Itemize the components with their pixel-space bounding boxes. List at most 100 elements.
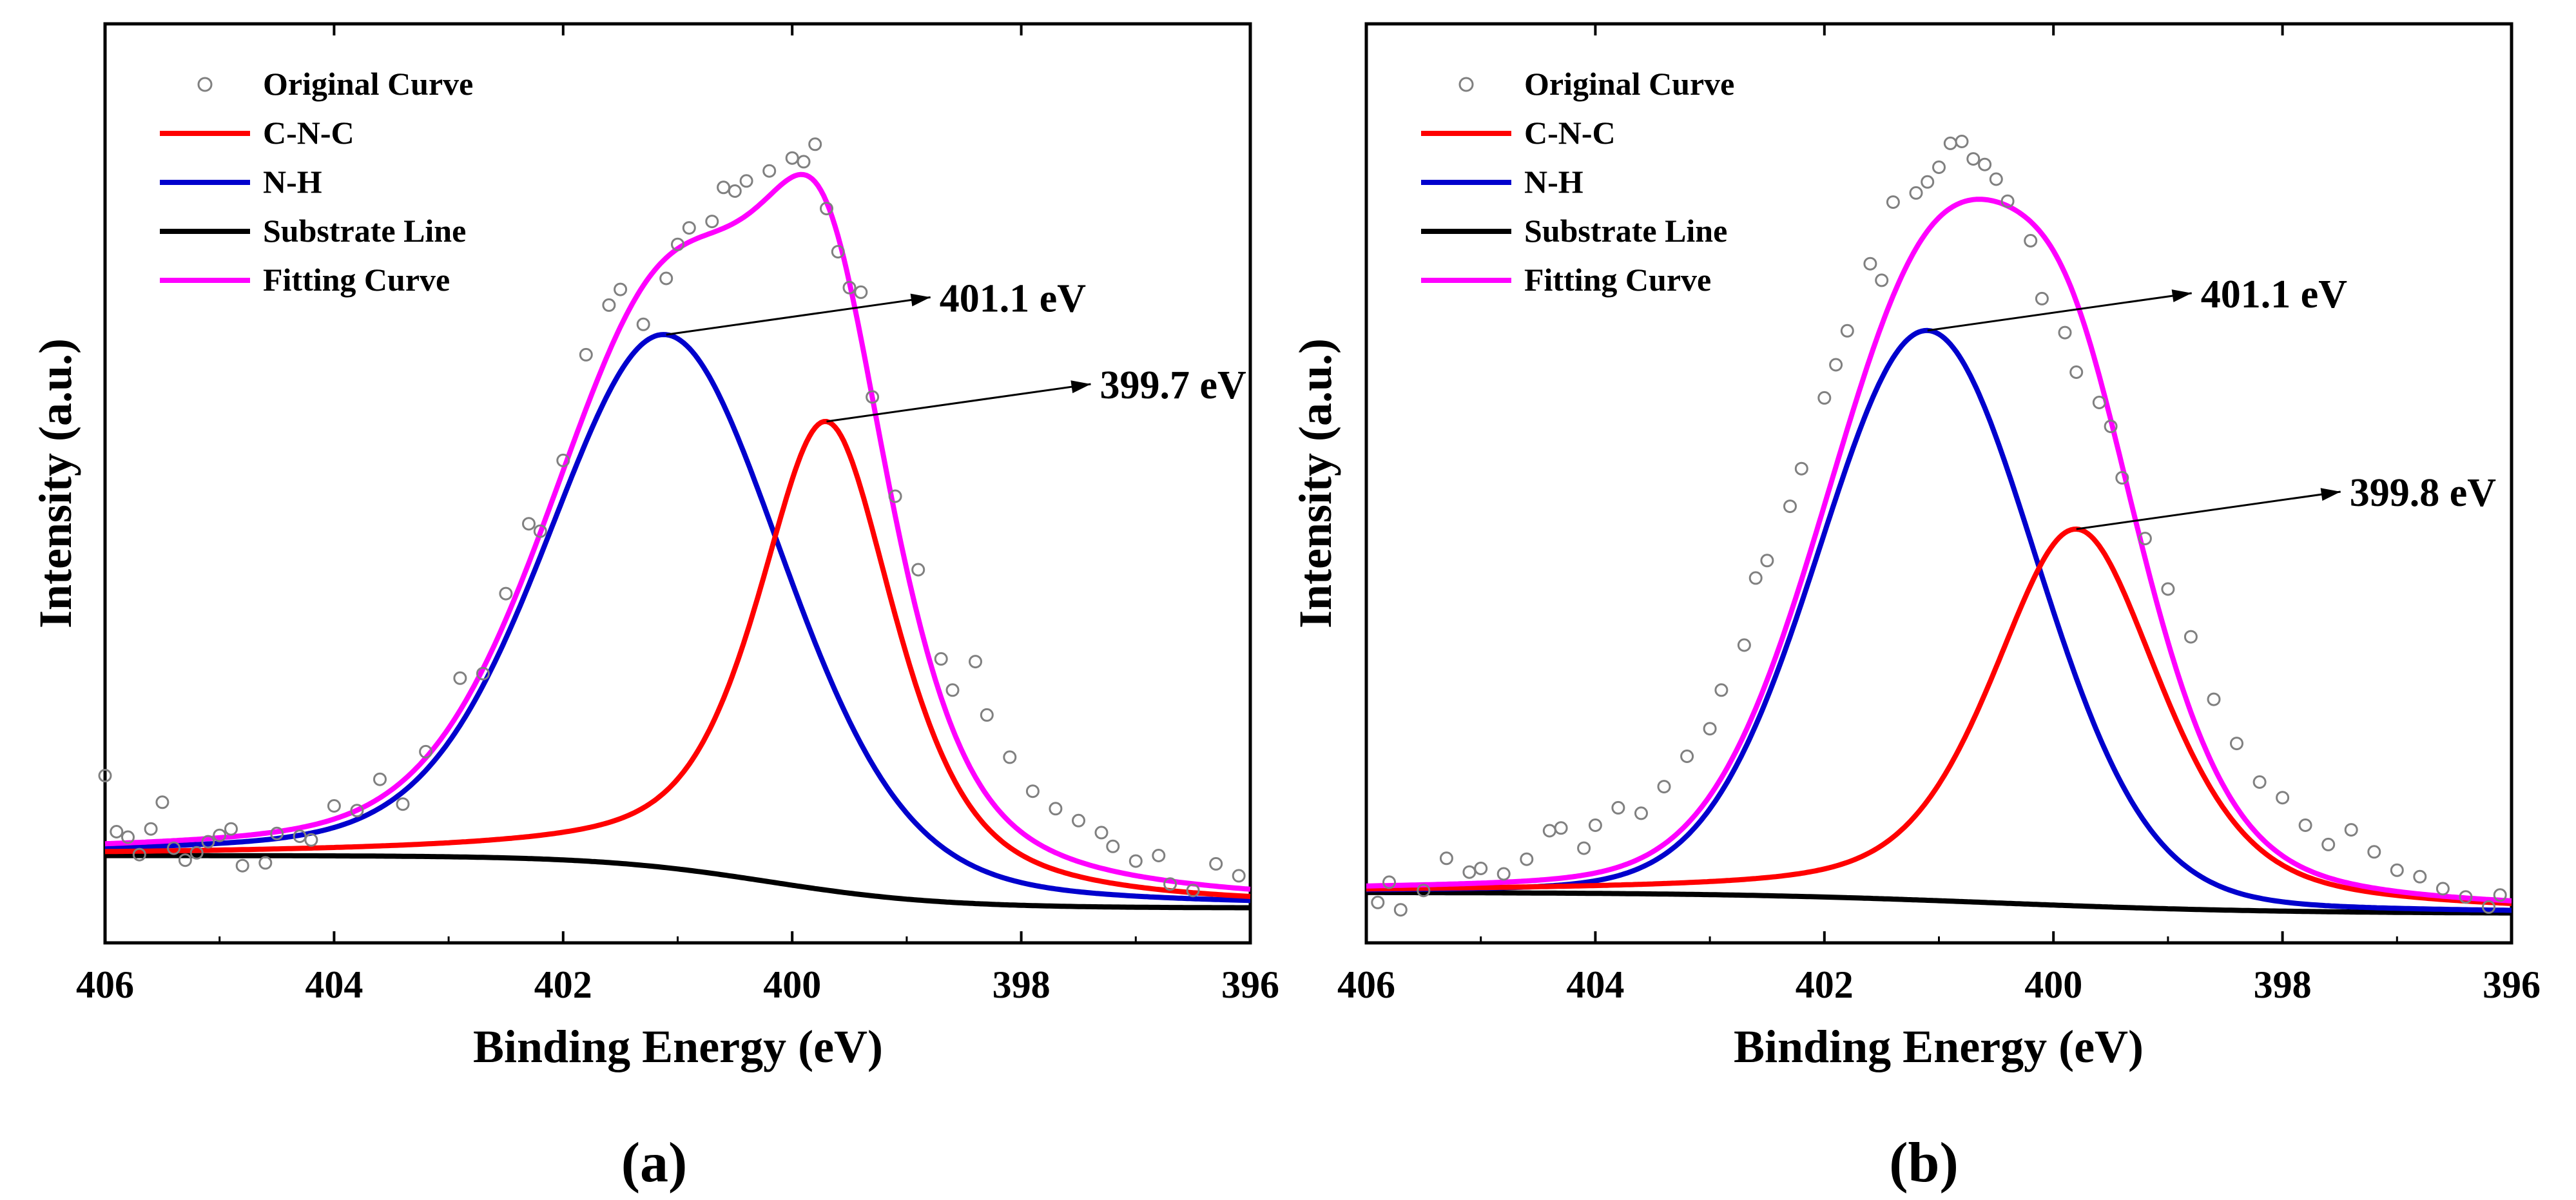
original-point	[980, 708, 994, 722]
original-point	[1978, 157, 1992, 171]
x-axis-label: Binding Energy (eV)	[1734, 1021, 2144, 1072]
original-point	[304, 833, 318, 847]
original-points-layer	[98, 137, 1246, 898]
annotation-arrow-line	[826, 383, 1091, 423]
legend-item: C-N-C	[1421, 115, 1616, 151]
original-point	[1439, 851, 1453, 866]
original-point	[614, 282, 628, 296]
x-tick-label: 404	[1566, 963, 1624, 1006]
original-point	[556, 453, 570, 467]
original-point	[1737, 638, 1751, 652]
x-axis-ticks: 406 404 402 400 398 396	[1337, 24, 2541, 1006]
original-point	[2276, 791, 2290, 805]
annotation-arrow-head	[2171, 289, 2192, 302]
original-point	[1680, 750, 1694, 763]
original-point	[682, 221, 696, 235]
original-point	[327, 799, 341, 813]
original-point	[1393, 903, 1408, 917]
original-point	[969, 655, 982, 669]
original-point	[1382, 875, 1396, 889]
original-point	[110, 825, 124, 838]
x-tick-label: 402	[534, 963, 592, 1006]
legend: Original Curve C-N-C N-H Substrate Line Fitt…	[160, 66, 473, 298]
original-point	[419, 744, 433, 759]
original-point	[2024, 234, 2038, 247]
legend-marker-circle	[1458, 77, 1474, 92]
original-point	[739, 174, 753, 188]
original-point	[2035, 291, 2049, 305]
annotation-arrow-line	[2076, 490, 2341, 530]
original-point	[659, 271, 673, 285]
original-points-layer	[1371, 135, 2507, 917]
original-point	[808, 137, 822, 151]
original-point	[1840, 324, 1854, 338]
legend: Original Curve C-N-C N-H Substrate Line Fitt…	[1421, 66, 1734, 298]
original-point	[1703, 722, 1717, 736]
x-axis-label: Binding Energy (eV)	[473, 1021, 883, 1072]
legend-label: Substrate Line	[1524, 213, 1727, 249]
x-tick-label: 400	[2024, 963, 2082, 1006]
annotation-label: 399.7 eV	[1100, 363, 1247, 407]
original-point	[2161, 582, 2175, 596]
x-tick-label: 406	[1337, 963, 1395, 1006]
annotation-arrows	[1927, 289, 2341, 530]
original-point	[728, 184, 742, 198]
original-point	[1025, 784, 1040, 798]
original-point	[1760, 554, 1774, 568]
original-point	[1163, 877, 1177, 891]
legend-label: C-N-C	[1524, 115, 1616, 151]
original-point	[831, 245, 845, 259]
legend-label: Fitting Curve	[263, 262, 450, 298]
legend-item: C-N-C	[160, 115, 354, 151]
original-point	[1714, 683, 1729, 697]
original-point	[213, 828, 227, 842]
original-point	[2207, 692, 2221, 706]
panel-b: 406 404 402 400 398 396 Original Curve C-N-C N-…	[1290, 22, 2541, 1194]
legend-label: Fitting Curve	[1524, 262, 1711, 298]
original-point	[2252, 775, 2267, 789]
y-axis-label: Intensity (a.u.)	[30, 338, 81, 628]
annotation-arrow-head	[1070, 380, 1091, 394]
legend-label: C-N-C	[263, 115, 354, 151]
original-point	[1657, 780, 1671, 794]
original-point	[866, 390, 880, 404]
original-point	[2493, 888, 2507, 902]
original-point	[2321, 837, 2336, 851]
original-point	[1474, 862, 1488, 875]
series-fitting-curve	[1366, 197, 2512, 904]
original-point	[1829, 358, 1843, 372]
original-point	[2104, 420, 2118, 434]
original-point	[98, 769, 112, 782]
x-axis-ticks: 406 404 402 400 398 396	[76, 24, 1279, 1006]
x-tick-label: 404	[305, 963, 363, 1006]
series-fitting-curve	[104, 171, 1251, 892]
x-tick-label: 398	[2254, 963, 2312, 1006]
annotation-labels: 401.1 eV 399.7 eV	[940, 276, 1246, 407]
original-point	[2092, 396, 2106, 409]
original-point	[888, 489, 902, 503]
original-point	[1094, 826, 1109, 840]
original-point	[132, 847, 146, 862]
legend-label: N-H	[1524, 164, 1583, 200]
original-point	[1966, 152, 1980, 166]
original-point	[671, 237, 684, 251]
original-point	[350, 804, 364, 818]
series-substrate-line	[105, 853, 1250, 911]
curves-layer	[1366, 197, 2512, 916]
original-point	[201, 835, 215, 849]
original-point	[121, 830, 135, 844]
original-point	[2367, 845, 2381, 859]
original-point	[1152, 849, 1166, 862]
series-substrate-line	[1366, 889, 2512, 916]
x-tick-label: 406	[76, 963, 134, 1006]
original-point	[602, 298, 616, 312]
original-point	[224, 822, 238, 836]
original-point	[396, 797, 410, 811]
annotation-arrows	[666, 293, 1091, 423]
x-tick-label: 396	[2483, 963, 2541, 1006]
original-point	[2058, 325, 2072, 340]
original-point	[1886, 195, 1900, 209]
legend-item: Original Curve	[197, 66, 473, 102]
legend-item: Original Curve	[1458, 66, 1734, 102]
